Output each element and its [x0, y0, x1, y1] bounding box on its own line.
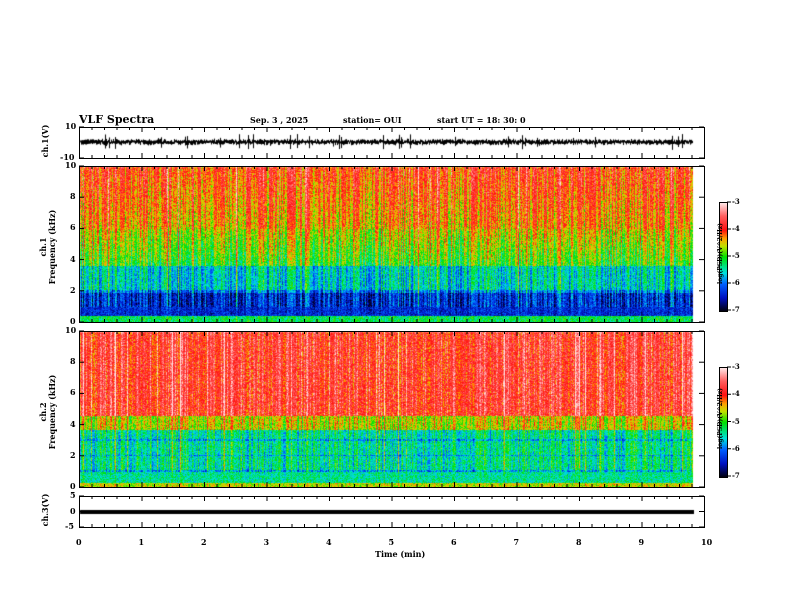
figure-title: VLF Spectra: [79, 113, 155, 126]
ch3-waveform-ylabel: ch.3(V): [40, 493, 50, 527]
ch2-spectrogram: [79, 331, 704, 487]
y-tick-label: 5: [70, 490, 76, 500]
colorbar-tick-label: -6: [732, 278, 740, 287]
x-tick-label: 1: [138, 537, 145, 547]
colorbar-tick-label: -3: [732, 362, 740, 371]
colorbar-tick-label: -5: [732, 416, 740, 426]
ch3-waveform-plot: [79, 496, 704, 527]
ch2-colorbar: [719, 367, 728, 478]
colorbar-tick-label: -7: [732, 471, 740, 480]
x-tick-label: 8: [576, 537, 582, 547]
colorbar-tick-label: -7: [732, 305, 740, 314]
colorbar-tick-label: -6: [732, 443, 740, 453]
y-tick-label: 8: [70, 191, 76, 202]
x-tick-label: 2: [201, 537, 207, 547]
ch1-spectrogram: [79, 166, 704, 322]
ch2-spectrogram-ylabel: ch.2 Frequency (kHz): [38, 372, 57, 452]
panel-frame: [79, 331, 705, 488]
y-tick-label: 10: [65, 121, 77, 131]
date-label: Sep. 3 , 2025: [250, 115, 309, 125]
y-tick-label: 0: [70, 505, 76, 516]
start-time-label: start UT = 18: 30: 0: [437, 115, 526, 125]
colorbar-tick-label: -4: [732, 389, 740, 399]
x-tick-label: 7: [513, 537, 520, 547]
y-tick-label: 2: [70, 284, 76, 295]
ch2-colorbar-label: log(PSD)(V^2/Hz): [717, 387, 725, 450]
colorbar-tick-label: -3: [732, 197, 740, 206]
y-tick-label: 8: [70, 356, 76, 367]
ch1-spectrogram-ylabel: ch.1 Frequency (kHz): [38, 207, 57, 287]
panel-frame: [79, 166, 705, 323]
y-tick-label: -5: [65, 521, 74, 531]
ch1-colorbar: [719, 202, 728, 312]
station-label: station= OUI: [343, 115, 402, 125]
ch1-waveform-plot: [79, 127, 704, 158]
ylabel-frequency: Frequency (kHz): [47, 374, 57, 450]
colorbar-tick-label: -4: [732, 224, 740, 233]
y-tick-label: 6: [70, 222, 76, 233]
x-tick-label: 4: [326, 537, 332, 547]
x-tick-label: 0: [76, 537, 82, 547]
y-tick-label: 0: [70, 481, 76, 491]
y-tick-label: 4: [70, 418, 76, 429]
y-tick-label: -10: [60, 152, 75, 162]
y-tick-label: 2: [70, 449, 76, 460]
ch1-waveform-ylabel: ch.1(V): [40, 124, 50, 158]
x-tick-label: 6: [451, 537, 457, 547]
y-tick-label: 0: [70, 316, 76, 326]
y-tick-label: 6: [70, 387, 76, 398]
y-tick-label: 4: [70, 253, 76, 264]
colorbar-tick-label: -5: [732, 251, 740, 260]
x-tick-label: 5: [388, 537, 395, 547]
x-tick-label: 10: [701, 537, 713, 547]
y-tick-label: 10: [65, 325, 77, 335]
y-tick-label: 10: [65, 160, 77, 170]
x-tick-label: 9: [638, 537, 645, 547]
x-tick-label: 3: [263, 537, 270, 547]
x-axis-label: Time (min): [375, 549, 426, 559]
ylabel-frequency: Frequency (kHz): [47, 209, 57, 285]
ch1-colorbar-label: log(PSD)(V^2/Hz): [717, 222, 725, 285]
